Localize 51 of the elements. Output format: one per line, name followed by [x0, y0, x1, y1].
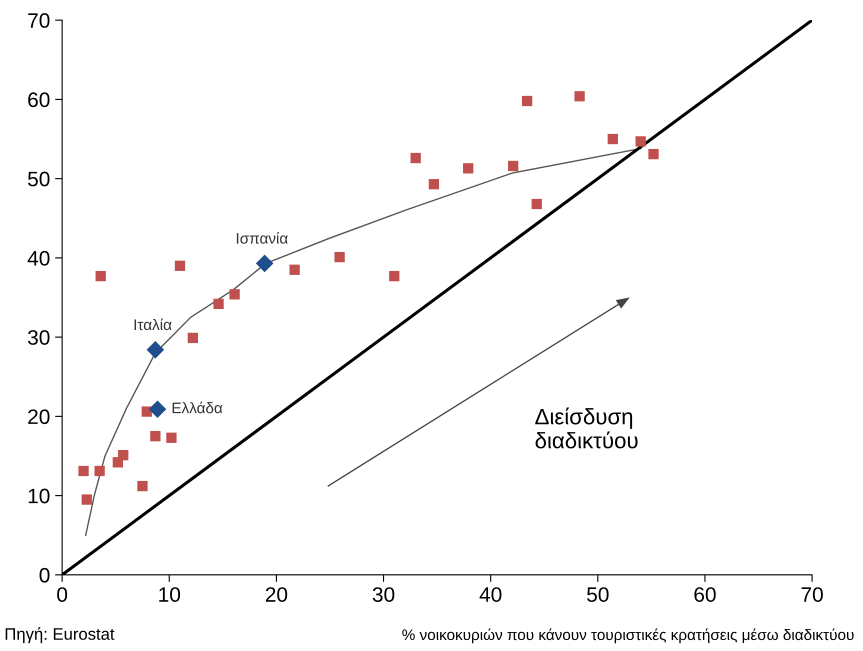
point	[148, 400, 166, 418]
y-tick-label: 30	[28, 330, 50, 345]
point	[229, 289, 240, 300]
x-tick-label: 30	[372, 587, 394, 602]
x-axis-title: % νοικοκυριών που κάνουν τουριστικές κρατήσεις μέσω διαδικτύου	[402, 628, 854, 644]
annotation: Ιταλία	[134, 318, 172, 330]
point	[389, 270, 400, 282]
x-tick-label: 70	[802, 587, 823, 602]
y-tick-label: 60	[28, 92, 50, 108]
point	[188, 332, 198, 344]
point	[118, 450, 128, 460]
point	[508, 160, 518, 172]
y-tick-label: 40	[28, 250, 50, 266]
point	[96, 270, 106, 282]
point	[410, 152, 421, 164]
x-tick-label: 0	[57, 587, 68, 602]
y-tick-label: 50	[28, 172, 50, 186]
point	[146, 341, 164, 359]
annotation: Ελλάδα	[172, 402, 222, 414]
point	[608, 134, 618, 144]
point	[166, 432, 177, 443]
point	[574, 91, 585, 102]
x-tick-label: 10	[159, 587, 180, 602]
line-series	[85, 148, 642, 536]
y-tick-label: 20	[28, 409, 50, 424]
point	[532, 198, 542, 210]
point	[174, 260, 186, 271]
point	[213, 298, 224, 309]
x-tick-label: 60	[694, 587, 716, 602]
x-tick-label: 20	[266, 587, 288, 602]
point	[648, 148, 659, 160]
text: Πηγή: Eurostat	[6, 627, 114, 644]
point	[289, 264, 300, 275]
point	[428, 179, 440, 190]
y-tick-label: 0	[40, 568, 50, 583]
point	[334, 252, 345, 262]
annotation: Ισπανία	[236, 232, 288, 244]
point	[94, 466, 105, 476]
point	[522, 96, 532, 106]
point	[82, 494, 92, 505]
point	[256, 254, 274, 272]
y-tick-label: 70	[28, 13, 50, 28]
point	[78, 466, 89, 476]
x-tick-label: 40	[480, 587, 502, 602]
point	[137, 480, 148, 492]
annotation: Διείσδυση διαδικτύου	[535, 408, 638, 448]
point	[636, 136, 646, 147]
point	[150, 431, 160, 442]
x-tick-label: 50	[587, 587, 609, 602]
point	[463, 163, 474, 174]
y-tick-label: 10	[28, 488, 50, 504]
